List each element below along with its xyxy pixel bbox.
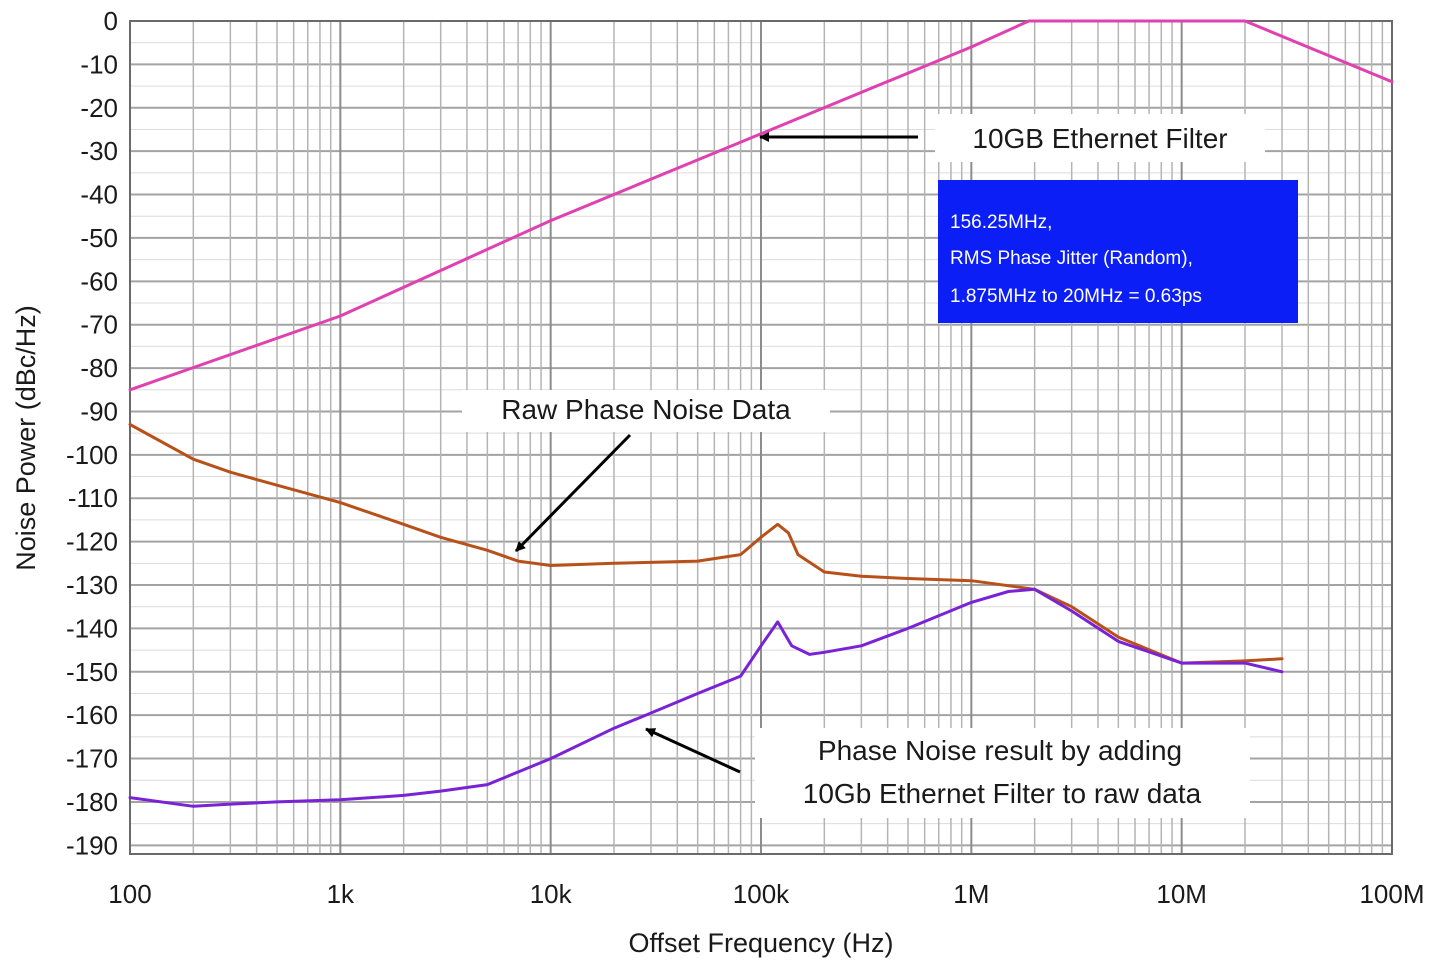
y-tick-label: -30 [80,136,118,166]
y-tick-label: 0 [104,6,118,36]
series-lines [128,19,1394,808]
y-tick-label: -20 [80,93,118,123]
y-tick-label: -130 [66,570,118,600]
x-tick-label: 100k [733,879,790,909]
x-tick-label: 10k [530,879,573,909]
y-tick-label: -70 [80,310,118,340]
series-line-raw [128,423,1284,665]
x-tick-labels: 100 1k 10k 100k 1M 10M 100M [108,879,1424,909]
y-tick-label: -120 [66,527,118,557]
jitter-info-box [938,180,1298,323]
y-tick-label: -190 [66,830,118,860]
y-tick-label: -90 [80,396,118,426]
filter-label: 10GB Ethernet Filter [972,123,1227,154]
y-tick-label: -140 [66,613,118,643]
y-tick-label: -160 [66,700,118,730]
y-tick-label: -80 [80,353,118,383]
series-line-filter [128,19,1394,392]
x-tick-label: 1M [953,879,989,909]
filter-label-bg [935,114,1265,162]
plot-frame [129,20,1393,855]
y-tick-label: -170 [66,744,118,774]
y-axis-title: Noise Power (dBc/Hz) [11,305,41,571]
x-axis-title: Offset Frequency (Hz) [628,928,893,958]
info-line-1: 156.25MHz, [950,212,1052,233]
result-label-bg [755,728,1250,818]
y-tick-labels: 0 -10 -20 -30 -40 -50 -60 -70 -80 -90 -100 -110 -120… [66,6,118,860]
x-tick-label: 100 [108,879,151,909]
y-tick-label: -40 [80,180,118,210]
info-line-2: RMS Phase Jitter (Random), [950,248,1193,269]
y-tick-label: -150 [66,657,118,687]
series-line-result [128,587,1284,808]
y-tick-label: -10 [80,49,118,79]
result-arrow [645,727,741,774]
raw-label: Raw Phase Noise Data [501,394,791,425]
info-line-3: 1.875MHz to 20MHz = 0.63ps [950,286,1202,307]
raw-arrow [514,433,632,553]
y-tick-label: -60 [80,266,118,296]
y-tick-label: -180 [66,787,118,817]
x-tick-label: 1k [327,879,355,909]
result-label-line1: Phase Noise result by adding [818,735,1182,766]
result-label-line2: 10Gb Ethernet Filter to raw data [803,778,1202,809]
y-tick-label: -50 [80,223,118,253]
y-tick-label: -110 [68,483,118,513]
x-tick-label: 10M [1156,879,1207,909]
y-tick-label: -100 [66,440,118,470]
x-tick-label: 100M [1359,879,1424,909]
raw-label-bg [462,390,830,432]
